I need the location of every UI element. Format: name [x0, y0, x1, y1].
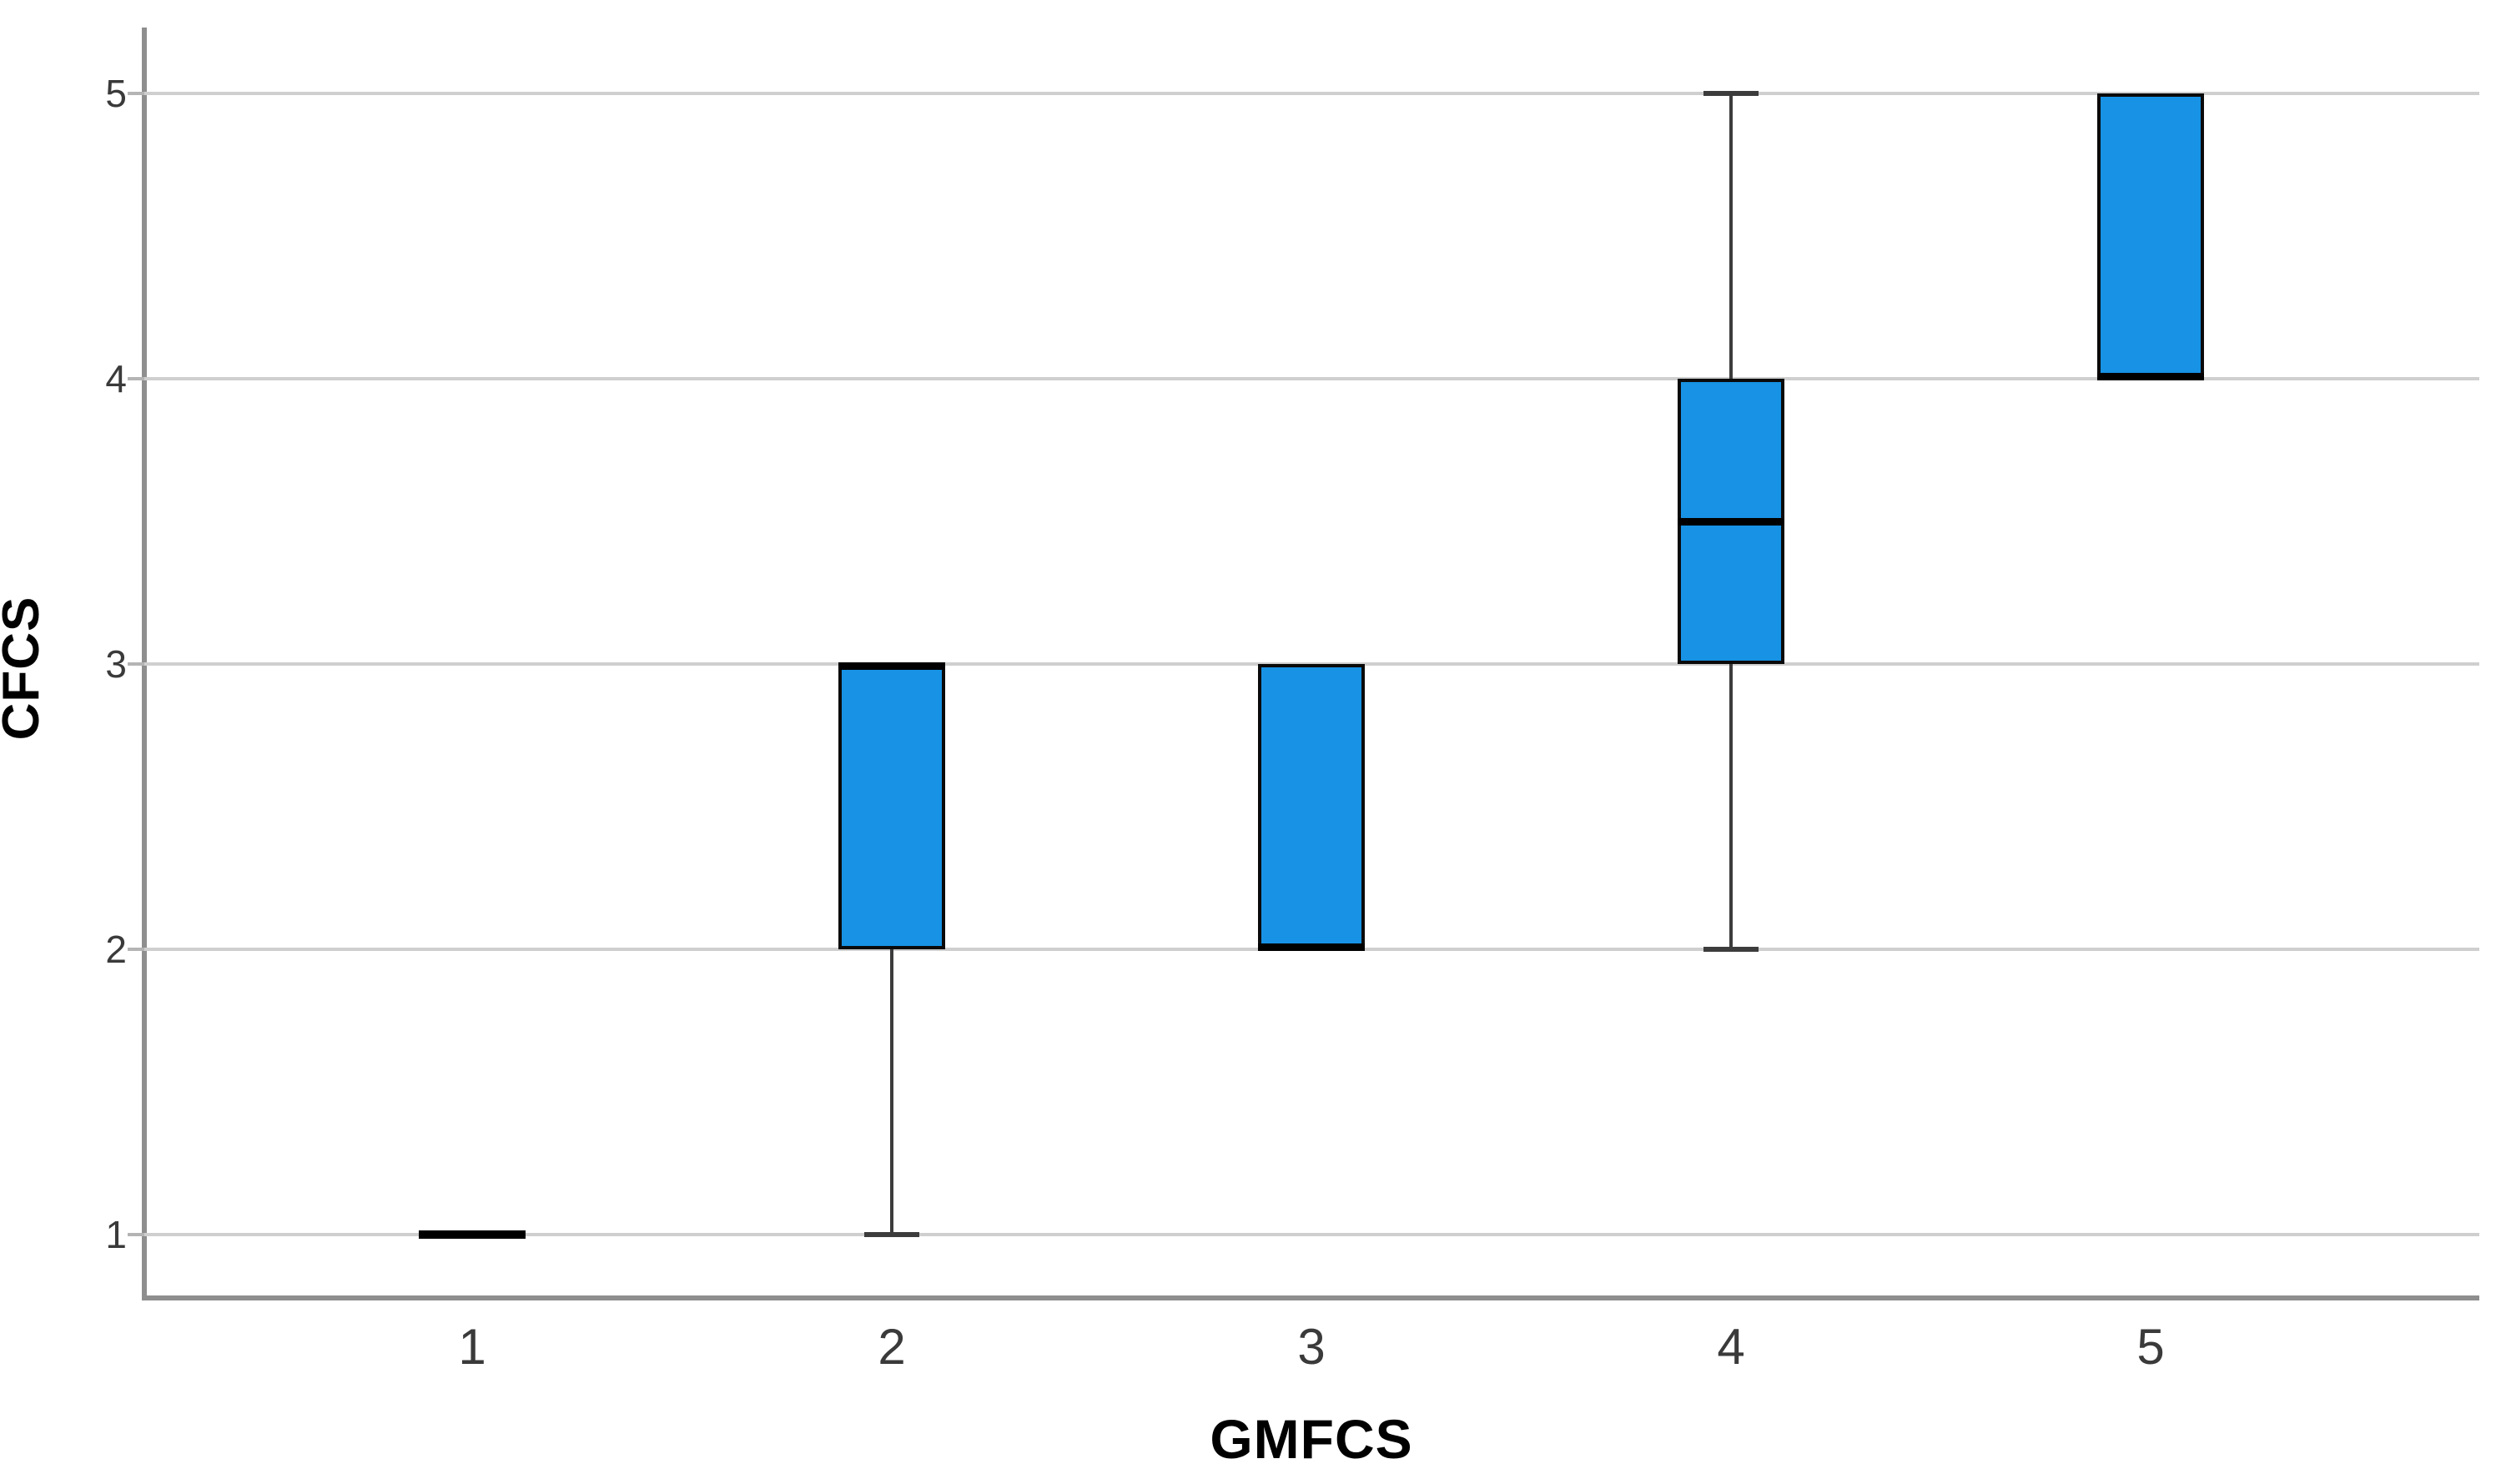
y-tick-label-4: 4 [105, 357, 127, 400]
box-5-iqr [2097, 93, 2204, 379]
box-2-lower-whisker [890, 949, 893, 1235]
box-4-lower-whisker [1729, 664, 1733, 949]
x-tick-label-5: 5 [2136, 1319, 2165, 1375]
gridline-y-4 [144, 377, 2479, 380]
gridline-y-5 [144, 92, 2479, 95]
y-tick-5 [128, 92, 144, 95]
x-axis-title: GMFCS [1210, 1408, 1413, 1470]
box-5-median-line [2097, 373, 2204, 380]
x-axis-line [142, 1295, 2479, 1300]
box-2-lower-whisker-cap [864, 1232, 919, 1237]
box-4-median-line [1678, 518, 1784, 526]
y-tick-label-1: 1 [105, 1213, 127, 1256]
box-4-lower-whisker-cap [1703, 947, 1759, 952]
box-2-iqr [838, 664, 945, 949]
x-tick-label-1: 1 [458, 1319, 486, 1375]
y-tick-label-2: 2 [105, 928, 127, 971]
y-tick-label-3: 3 [105, 642, 127, 686]
y-tick-3 [128, 662, 144, 666]
x-tick-label-3: 3 [1297, 1319, 1326, 1375]
box-3-median-line [1258, 943, 1365, 951]
x-tick-label-2: 2 [878, 1319, 906, 1375]
y-tick-1 [128, 1233, 144, 1236]
box-4-upper-whisker-cap [1703, 91, 1759, 96]
x-tick-label-4: 4 [1717, 1319, 1745, 1375]
y-tick-2 [128, 948, 144, 951]
box-1-median-line [419, 1230, 526, 1239]
box-3-iqr [1258, 664, 1365, 949]
box-2-median-line [838, 662, 945, 670]
y-tick-label-5: 5 [105, 72, 127, 115]
gridline-y-1 [144, 1233, 2479, 1236]
y-tick-4 [128, 377, 144, 380]
box-4-upper-whisker [1729, 93, 1733, 379]
